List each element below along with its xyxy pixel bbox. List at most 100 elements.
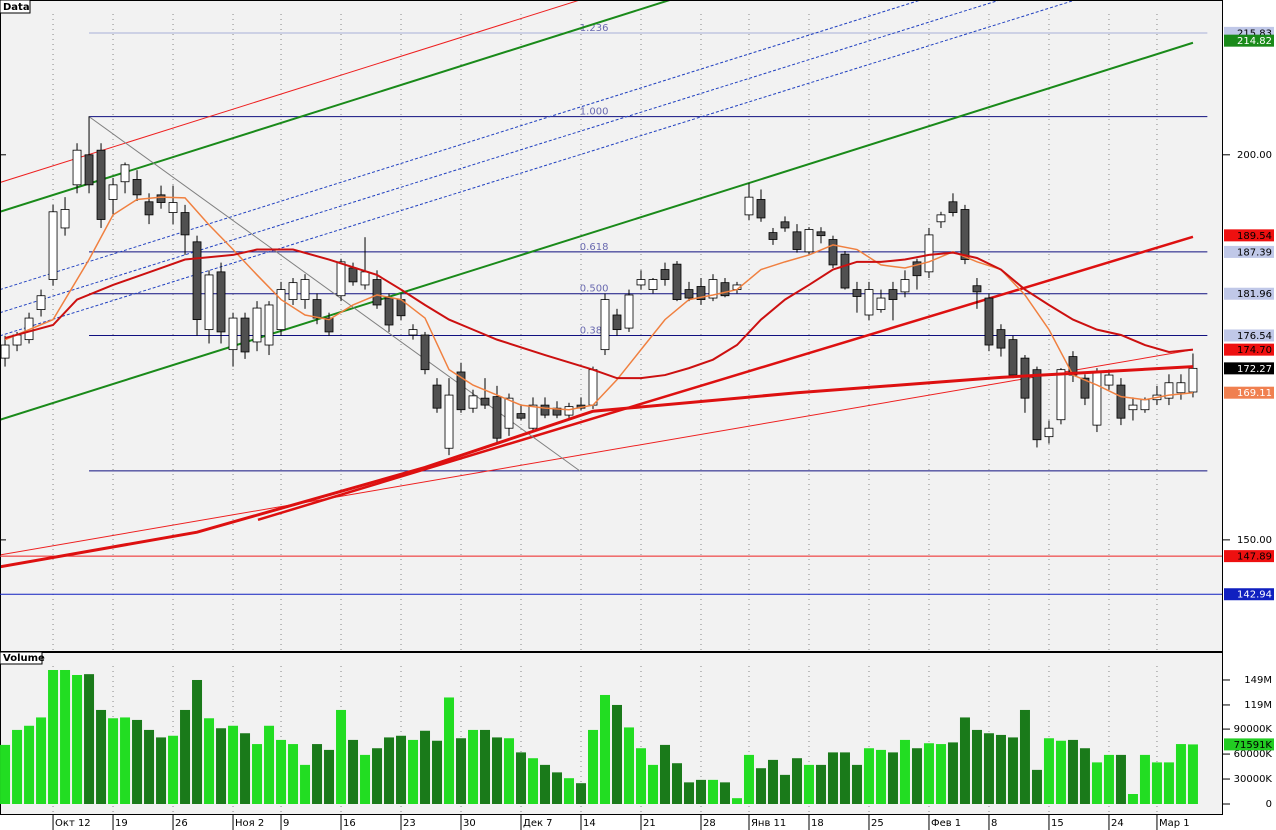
price-tag [1224,287,1274,300]
volume-bar [228,725,239,804]
volume-bar [216,728,227,804]
candle-body [852,289,862,297]
volume-bar [588,729,599,804]
volume-bar [803,764,814,804]
volume-bar [324,749,335,804]
volume-bar [851,764,862,804]
candle-body [336,261,346,297]
candle-body [888,289,898,300]
trendline [1,1,999,313]
price-tag [1224,550,1274,563]
price-tag [1224,343,1274,356]
volume-bar [1127,794,1138,804]
volume-y-tick-label: 60000K [1234,749,1273,760]
volume-bar [240,733,251,804]
volume-bar [420,730,431,804]
candle-body [1116,384,1126,419]
volume-bar [1091,762,1102,804]
x-tick-label: 16 [343,818,356,829]
candle-body [1020,357,1030,399]
x-tick-label: 8 [991,818,997,829]
volume-bar [0,744,11,804]
volume-bar [276,739,287,804]
volume-bar [959,717,970,804]
volume-bar [1043,738,1054,804]
x-tick-label: 14 [583,818,596,829]
volume-bar [528,758,539,804]
volume-bar [947,742,958,804]
candle-body [480,397,490,406]
trendline [257,235,1194,522]
price-tag [1224,245,1274,258]
volume-bar [707,779,718,804]
candle-body [348,267,358,283]
trendline [1,41,1194,421]
candle-body [120,164,130,183]
volume-bar [1103,754,1114,804]
volume-bar [899,739,910,804]
volume-bar [935,744,946,804]
price-tag-label: 214.82 [1237,36,1272,47]
x-tick-label: Янв 11 [751,818,786,829]
volume-bar [456,738,467,804]
candle-body [144,201,154,216]
volume-bar [564,778,575,804]
volume-bar [576,783,587,804]
candle-body [324,317,334,333]
candle-body [996,329,1006,349]
candle-body [180,212,190,236]
x-tick-label: 21 [643,818,656,829]
volume-bar [1139,754,1150,804]
title-box [0,0,31,14]
volume-bar [911,748,922,804]
volume-bar [659,744,670,804]
volume-bar [60,669,71,804]
x-tick-label: 30 [463,818,476,829]
candle-body [276,289,286,331]
candle-body [876,297,886,310]
candle-body [624,294,634,329]
price-tag-label: 174.70 [1237,345,1272,356]
trendline [1,1,1074,336]
price-tag [1224,588,1274,601]
volume-bar [611,704,622,804]
volume-bar [839,752,850,804]
volume-bar [24,725,35,804]
candle-body [432,384,442,409]
volume-bar [264,725,275,804]
candle-body [564,406,574,416]
volume-bar [683,782,694,804]
x-tick-label: 9 [283,818,289,829]
volume-bar [983,733,994,804]
chart-title: Data [3,2,30,13]
volume-bar [144,729,155,804]
volume-bar [132,719,143,804]
volume-bar [827,752,838,804]
price-tag-label: 142.94 [1237,590,1272,601]
candle-body [1032,369,1042,441]
volume-bar [384,737,395,804]
candle-body [288,282,298,300]
x-tick-label: 26 [175,818,188,829]
volume-bar [1019,709,1030,804]
volume-bar [120,717,131,804]
candle-body [948,201,958,213]
volume-bar [348,739,359,804]
candle-body [864,289,874,316]
candle-body [108,184,118,200]
candle-body [516,413,526,419]
volume-bar [396,735,407,804]
volume-bar [779,774,790,804]
volume-bar [204,718,215,804]
fib-label: 0.618 [580,242,609,253]
candle-body [252,307,262,343]
candle-body [600,299,610,351]
volume-tag-label: 71591K [1234,740,1273,751]
volume-bar [731,798,742,804]
candle-body [840,253,850,289]
trendline [1,1,920,290]
volume-bar [1055,740,1066,804]
volume-bar [635,748,646,804]
volume-bar [600,694,611,804]
volume-bar [444,697,455,804]
